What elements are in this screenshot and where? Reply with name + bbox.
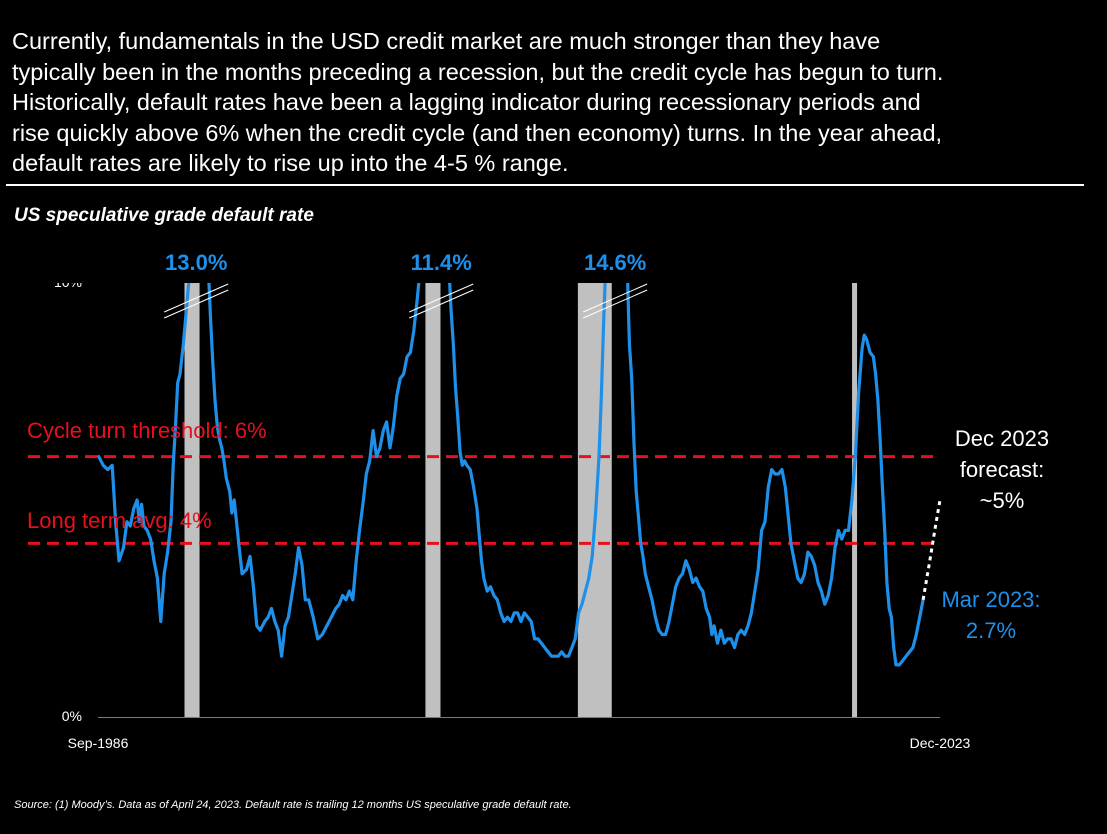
source-note: Source: (1) Moody’s. Data as of April 24… [14,799,572,811]
divider [6,184,1084,186]
peak-label: 11.4% [411,250,472,275]
current-annotation: Mar 2023: [941,587,1040,612]
series-line [447,264,608,658]
recession-bands [184,283,858,717]
series-line [206,264,423,658]
chart-labels: Cycle turn threshold: 6% Long term avg: 4… [27,250,1049,643]
series-line [625,264,925,667]
axis-break-mark [409,289,474,319]
x-tick-label: Dec-2023 [910,735,971,751]
series-line [97,264,192,624]
intro-line: typically been in the months preceding a… [12,58,944,85]
reference-line-label: Cycle turn threshold: 6% [27,418,267,443]
intro-line: Historically, default rates have been a … [12,89,921,115]
forecast-annotation: forecast: [960,457,1044,482]
intro-line: default rates are likely to rise up into… [12,150,569,176]
recession-band [184,283,200,717]
x-tick-label: Sep-1986 [68,735,129,751]
reference-lines [28,455,940,545]
recession-band [852,283,858,717]
forecast-annotation: ~5% [980,488,1025,513]
axis-break-marks [164,283,648,319]
peak-label: 13.0% [165,250,227,275]
intro-text: Currently, fundamentals in the USD credi… [12,26,1097,179]
current-annotation: 2.7% [966,618,1016,643]
series-layer [0,240,1107,667]
axis-break-mark [582,283,648,313]
forecast-annotation: Dec 2023 [955,426,1049,451]
recession-band [425,283,441,717]
forecast-line [921,499,942,601]
axis-break-mark [164,283,229,313]
axis-break-mark [164,289,229,319]
reference-line-label: Long term avg: 4% [27,508,212,533]
chart-title: US speculative grade default rate [14,205,314,226]
y-tick-label: 0% [62,708,82,724]
plot-top-mask [0,240,1107,283]
axis-break-mark [582,289,648,319]
peak-label: 14.6% [584,250,646,275]
axis-break-mark [409,283,474,313]
intro-line: Currently, fundamentals in the USD credi… [12,28,881,54]
intro-line: rise quickly above 6% when the credit cy… [12,119,943,146]
